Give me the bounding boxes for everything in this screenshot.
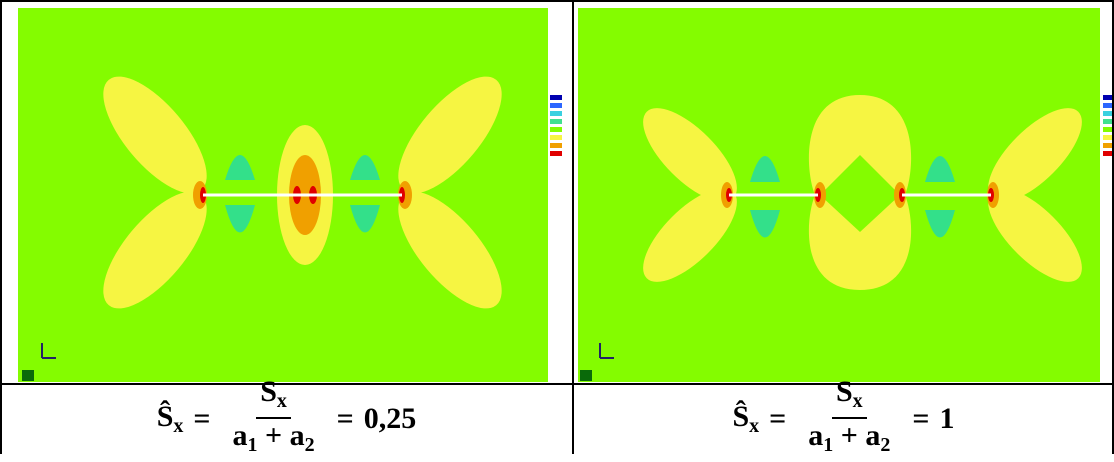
value: 1 [939,402,955,435]
formula-text: x [852,390,863,412]
equals: = [769,402,787,435]
formula-text: 1 [247,434,258,456]
formula-text: x [749,415,760,437]
equals: = [193,402,211,435]
equals: = [912,402,930,435]
formula-text: a [232,419,248,452]
contour-plot-right [578,8,1114,382]
formula-text: 2 [880,434,891,456]
formula-text: 2 [304,434,315,456]
formula-text: a [808,419,824,452]
caption-left: Ŝx = Sx a1 + a2 = 0,25 [0,376,573,457]
formula-text: + [840,419,858,452]
symbol: Ŝx [732,400,759,438]
formula-text: + [265,419,283,452]
formula-text: x [173,415,184,437]
formula-text: x [276,390,287,412]
formula-text: 1 [823,434,834,456]
formula-text: a [289,419,305,452]
fraction: Sx a1 + a2 [804,376,894,462]
equals: = [336,402,354,435]
formula-text: a [865,419,881,452]
caption-right: Ŝx = Sx a1 + a2 = 1 [573,376,1114,457]
symbol: Ŝx [157,400,184,438]
value: 0,25 [363,402,417,435]
formula-text: S [260,375,277,408]
formula-text: Ŝ [156,400,174,433]
contour-plot-left [18,8,570,382]
formula-text: S [835,375,853,408]
formula-text: Ŝ [732,400,750,433]
fraction: Sx a1 + a2 [229,376,319,462]
